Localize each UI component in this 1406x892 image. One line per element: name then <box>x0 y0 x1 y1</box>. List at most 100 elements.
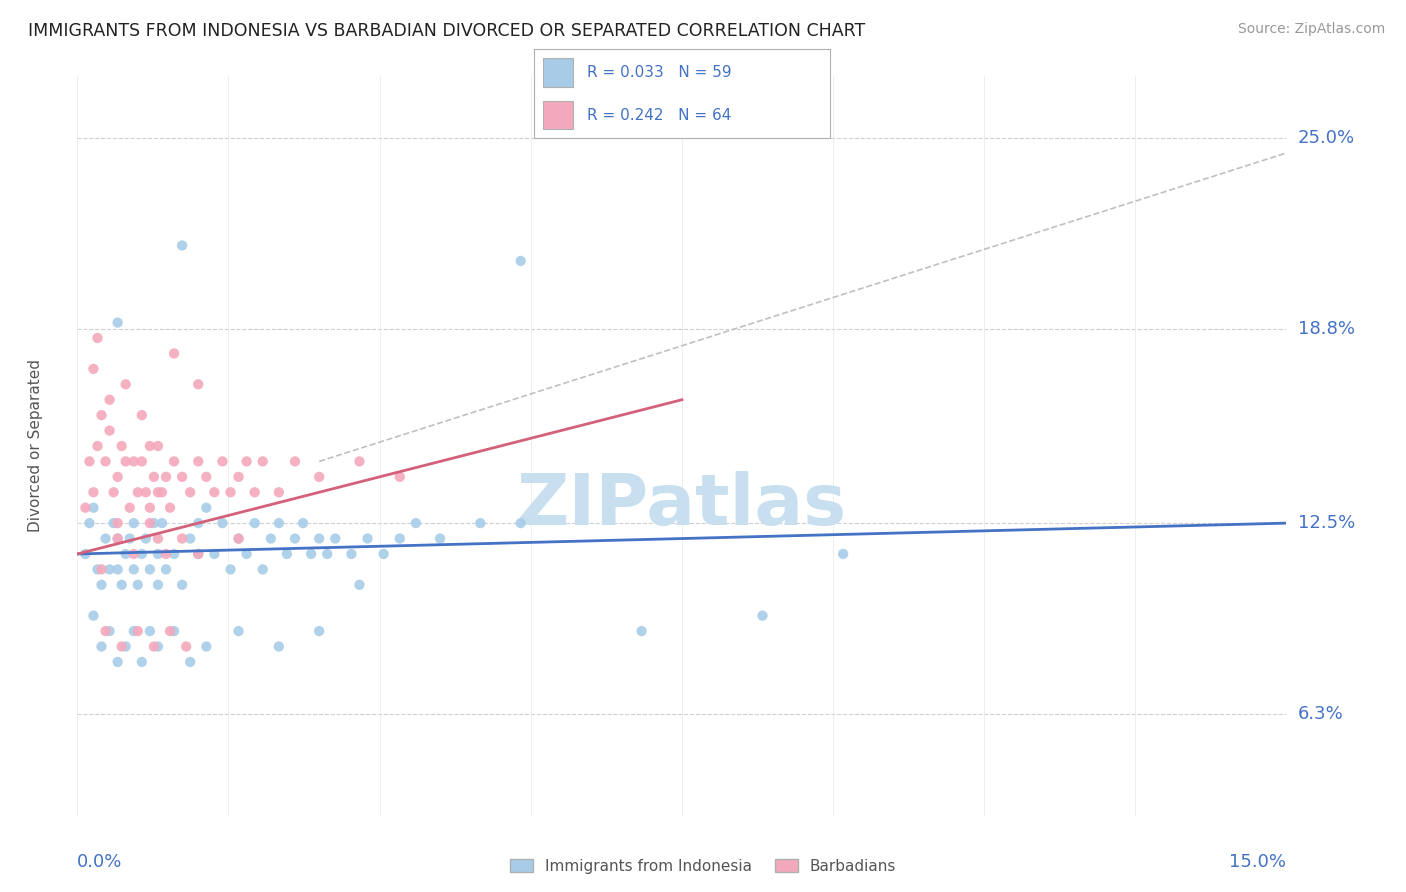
Point <box>146 485 169 500</box>
Point <box>98 624 121 639</box>
Point <box>122 516 145 530</box>
Point <box>235 547 257 561</box>
Point <box>155 547 177 561</box>
Point <box>107 532 129 546</box>
Point <box>163 547 186 561</box>
Point <box>111 640 134 654</box>
Text: 0.0%: 0.0% <box>77 853 122 871</box>
Point <box>299 547 322 561</box>
Point <box>90 562 112 576</box>
Point <box>82 485 104 500</box>
Point <box>429 532 451 546</box>
Text: Source: ZipAtlas.com: Source: ZipAtlas.com <box>1237 22 1385 37</box>
Point <box>470 516 492 530</box>
Point <box>172 532 194 546</box>
Point <box>316 547 339 561</box>
Text: 25.0%: 25.0% <box>1298 128 1355 146</box>
Point <box>139 516 162 530</box>
Point <box>103 516 125 530</box>
Point <box>159 500 181 515</box>
Point <box>79 454 101 468</box>
Point <box>90 578 112 592</box>
Point <box>179 532 201 546</box>
Point <box>195 640 218 654</box>
Point <box>832 547 855 561</box>
Point <box>107 562 129 576</box>
Point <box>187 377 209 392</box>
Point <box>349 454 371 468</box>
Point <box>187 516 209 530</box>
Point <box>107 532 129 546</box>
Point <box>75 500 97 515</box>
Point <box>127 624 149 639</box>
Point <box>284 454 307 468</box>
Point <box>107 655 129 669</box>
Point <box>509 253 531 268</box>
Point <box>340 547 363 561</box>
Point <box>235 454 257 468</box>
Point <box>142 640 165 654</box>
Point <box>90 640 112 654</box>
Point <box>405 516 427 530</box>
Point <box>114 640 136 654</box>
Text: 12.5%: 12.5% <box>1298 514 1355 533</box>
Point <box>179 655 201 669</box>
Point <box>260 532 283 546</box>
Point <box>86 331 108 345</box>
Point <box>172 578 194 592</box>
Point <box>751 608 773 623</box>
Point <box>79 516 101 530</box>
Text: Divorced or Separated: Divorced or Separated <box>28 359 42 533</box>
Point <box>159 624 181 639</box>
Point <box>228 624 250 639</box>
Point <box>388 470 411 484</box>
Point <box>135 532 157 546</box>
Point <box>131 454 153 468</box>
Point <box>142 470 165 484</box>
Point <box>139 500 162 515</box>
Point <box>163 454 186 468</box>
Point <box>127 485 149 500</box>
Point <box>172 470 194 484</box>
Point <box>267 516 290 530</box>
Point <box>630 624 652 639</box>
Point <box>252 562 274 576</box>
Point <box>243 516 266 530</box>
Point <box>202 547 225 561</box>
Point <box>323 532 346 546</box>
Point <box>146 532 169 546</box>
Legend: Immigrants from Indonesia, Barbadians: Immigrants from Indonesia, Barbadians <box>503 853 903 880</box>
Point <box>94 532 117 546</box>
Point <box>150 516 173 530</box>
Point <box>228 470 250 484</box>
Text: 15.0%: 15.0% <box>1229 853 1286 871</box>
Point <box>146 547 169 561</box>
Point <box>373 547 395 561</box>
Point <box>509 516 531 530</box>
Point <box>107 470 129 484</box>
Point <box>172 238 194 252</box>
Point <box>243 485 266 500</box>
Point <box>114 547 136 561</box>
Point <box>86 439 108 453</box>
Point <box>111 439 134 453</box>
Point <box>276 547 298 561</box>
Point <box>103 485 125 500</box>
Point <box>139 624 162 639</box>
Point <box>82 362 104 376</box>
Text: 6.3%: 6.3% <box>1298 706 1343 723</box>
Point <box>139 439 162 453</box>
Point <box>131 408 153 422</box>
Point <box>90 408 112 422</box>
Point <box>349 824 371 838</box>
Point <box>267 485 290 500</box>
Point <box>86 562 108 576</box>
Point <box>219 485 242 500</box>
Text: IMMIGRANTS FROM INDONESIA VS BARBADIAN DIVORCED OR SEPARATED CORRELATION CHART: IMMIGRANTS FROM INDONESIA VS BARBADIAN D… <box>28 22 865 40</box>
Point <box>163 346 186 360</box>
Point <box>267 640 290 654</box>
Point <box>228 532 250 546</box>
Text: R = 0.242   N = 64: R = 0.242 N = 64 <box>588 108 731 122</box>
Point <box>195 500 218 515</box>
Point <box>308 624 330 639</box>
